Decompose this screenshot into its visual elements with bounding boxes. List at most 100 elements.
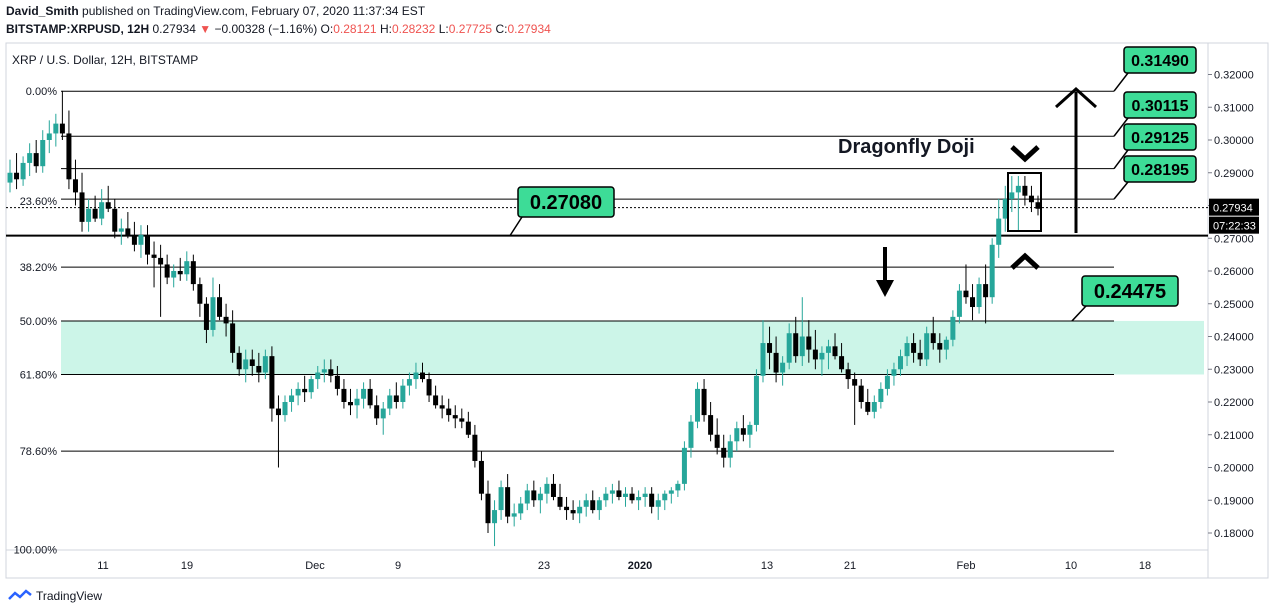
candle[interactable] [315, 365, 321, 389]
candle[interactable] [289, 388, 295, 412]
candle[interactable] [649, 487, 655, 514]
candle[interactable] [380, 402, 386, 435]
candle[interactable] [734, 421, 740, 452]
candle[interactable] [452, 405, 458, 429]
candle[interactable] [812, 329, 818, 370]
candle[interactable] [629, 487, 635, 504]
candle[interactable] [282, 395, 288, 422]
candle[interactable] [996, 198, 1002, 258]
candle[interactable] [577, 500, 583, 524]
candle[interactable] [930, 316, 936, 350]
candle[interactable] [361, 382, 367, 409]
candle[interactable] [636, 490, 642, 511]
candle[interactable] [839, 343, 845, 373]
candle[interactable] [151, 241, 157, 288]
candle[interactable] [924, 326, 930, 366]
author-name[interactable]: David_Smith [6, 4, 79, 18]
candle[interactable] [269, 346, 275, 422]
candle[interactable] [681, 441, 687, 491]
candle[interactable] [406, 372, 412, 396]
candle[interactable] [1035, 195, 1041, 216]
candle[interactable] [819, 346, 825, 376]
price-callout[interactable]: 0.27080 [509, 186, 615, 237]
candle[interactable] [125, 212, 131, 239]
candle[interactable] [203, 297, 209, 344]
candle[interactable] [557, 483, 563, 511]
candle[interactable] [537, 487, 543, 514]
candle[interactable] [832, 333, 838, 360]
candle[interactable] [177, 257, 183, 281]
candle[interactable] [459, 408, 465, 429]
candle[interactable] [897, 349, 903, 376]
candle[interactable] [911, 333, 917, 363]
price-callout[interactable]: 0.24475 [1071, 275, 1179, 322]
tradingview-brand[interactable]: TradingView [36, 589, 103, 603]
candle[interactable] [145, 225, 151, 265]
candle[interactable] [616, 480, 622, 501]
candle[interactable] [420, 362, 426, 383]
candle[interactable] [485, 480, 491, 533]
candle[interactable] [884, 369, 890, 396]
candle[interactable] [675, 480, 681, 497]
candle[interactable] [721, 434, 727, 468]
candle[interactable] [302, 375, 308, 402]
candle[interactable] [596, 496, 602, 520]
candle[interactable] [708, 402, 714, 442]
candle[interactable] [701, 379, 707, 422]
candle[interactable] [164, 254, 170, 285]
candle[interactable] [806, 320, 812, 363]
candle[interactable] [983, 264, 989, 324]
candle[interactable] [53, 113, 59, 147]
candle[interactable] [66, 110, 72, 190]
candle[interactable] [871, 395, 877, 419]
candle[interactable] [230, 310, 236, 363]
candle[interactable] [99, 189, 105, 226]
candle[interactable] [865, 388, 871, 416]
candle[interactable] [217, 284, 223, 321]
candle[interactable] [740, 415, 746, 442]
price-callout[interactable]: 0.29125 [1113, 123, 1197, 170]
candle[interactable] [878, 382, 884, 409]
candle[interactable] [112, 198, 118, 239]
candle[interactable] [505, 474, 511, 524]
candle[interactable] [478, 451, 484, 501]
price-callout[interactable]: 0.28195 [1113, 155, 1197, 200]
candle[interactable] [223, 303, 229, 337]
candle[interactable] [544, 477, 550, 504]
candle[interactable] [393, 382, 399, 409]
price-callout[interactable]: 0.31490 [1113, 46, 1197, 92]
candle[interactable] [354, 388, 360, 419]
price-callout[interactable]: 0.30115 [1113, 91, 1197, 137]
candle[interactable] [858, 379, 864, 409]
candle[interactable] [891, 362, 897, 386]
candle[interactable] [243, 349, 249, 383]
candle[interactable] [799, 297, 805, 366]
candle[interactable] [308, 375, 314, 399]
candle[interactable] [14, 153, 20, 190]
candle[interactable] [904, 336, 910, 366]
candle[interactable] [295, 382, 301, 406]
candle[interactable] [714, 418, 720, 455]
candle[interactable] [472, 424, 478, 468]
candle[interactable] [184, 251, 190, 281]
candle[interactable] [105, 185, 111, 213]
candle[interactable] [426, 372, 432, 402]
candle[interactable] [27, 143, 33, 177]
candle[interactable] [747, 421, 753, 448]
candle[interactable] [131, 221, 137, 252]
candle[interactable] [511, 503, 517, 527]
candle[interactable] [1002, 185, 1008, 232]
candle[interactable] [334, 365, 340, 396]
candle[interactable] [7, 159, 13, 193]
candle[interactable] [963, 264, 969, 304]
candle[interactable] [695, 382, 701, 429]
candle[interactable] [138, 225, 144, 258]
candle[interactable] [970, 284, 976, 321]
candle[interactable] [190, 254, 196, 291]
candle[interactable] [825, 339, 831, 370]
candle[interactable] [446, 398, 452, 422]
candle[interactable] [46, 120, 52, 154]
candle[interactable] [321, 359, 327, 383]
candle[interactable] [86, 198, 92, 232]
